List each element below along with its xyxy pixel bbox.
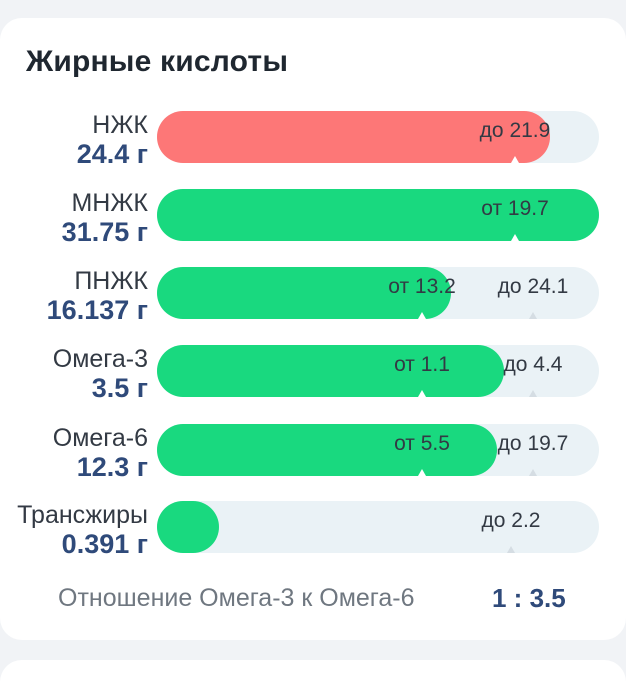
progress-track: от 13.2 до 24.1 xyxy=(157,267,599,319)
range-tick xyxy=(511,156,519,163)
range-marker-label: до 21.9 xyxy=(479,119,551,142)
range-marker-label: до 4.4 xyxy=(503,353,563,376)
section-title: Жирные кислоты xyxy=(26,45,289,78)
fatty-acid-row-mnzhk: МНЖК 31.75 г от 19.7 xyxy=(0,189,626,267)
progress-track: до 21.9 xyxy=(157,111,599,163)
range-marker-label: от 19.7 xyxy=(481,197,549,220)
fatty-acid-row-pnzhk: ПНЖК 16.137 г от 13.2 до 24.1 xyxy=(0,267,626,345)
progress-track: от 1.1 до 4.4 xyxy=(157,345,599,397)
progress-track: от 19.7 xyxy=(157,189,599,241)
range-tick xyxy=(418,312,426,319)
row-label: Омега-6 xyxy=(52,424,148,452)
row-amount: 12.3 г xyxy=(76,452,148,482)
row-amount: 24.4 г xyxy=(76,139,148,169)
row-label: ПНЖК xyxy=(74,267,148,295)
fatty-acid-row-nzhk: НЖК 24.4 г до 21.9 xyxy=(0,111,626,189)
row-amount: 31.75 г xyxy=(61,217,148,247)
range-tick xyxy=(511,234,519,241)
progress-fill xyxy=(157,267,451,319)
range-marker-label: от 13.2 xyxy=(388,275,456,298)
row-label: Трансжиры xyxy=(17,501,148,529)
range-marker-label: до 2.2 xyxy=(481,509,541,532)
progress-fill xyxy=(157,111,550,163)
row-label: МНЖК xyxy=(71,189,148,217)
progress-track: до 2.2 xyxy=(157,501,599,553)
range-tick xyxy=(529,469,537,476)
range-marker-label: от 5.5 xyxy=(394,432,450,455)
ratio-label: Отношение Омега-3 к Омега-6 xyxy=(58,584,415,612)
fatty-acid-row-omega6: Омега-6 12.3 г от 5.5 до 19.7 xyxy=(0,424,626,502)
row-amount: 16.137 г xyxy=(46,295,148,325)
next-card xyxy=(0,660,626,700)
progress-fill xyxy=(157,345,504,397)
range-tick xyxy=(418,390,426,397)
range-tick xyxy=(507,546,515,553)
range-tick xyxy=(529,390,537,397)
range-tick xyxy=(418,469,426,476)
range-tick xyxy=(529,312,537,319)
progress-track: от 5.5 до 19.7 xyxy=(157,424,599,476)
fatty-acid-row-omega3: Омега-3 3.5 г от 1.1 до 4.4 xyxy=(0,345,626,423)
progress-fill xyxy=(157,424,497,476)
row-amount: 0.391 г xyxy=(61,529,148,559)
ratio-value: 1 : 3.5 xyxy=(492,583,566,613)
row-amount: 3.5 г xyxy=(91,373,148,403)
progress-fill xyxy=(157,501,219,553)
fatty-acid-row-trans: Трансжиры 0.391 г до 2.2 xyxy=(0,501,626,579)
range-marker-label: до 24.1 xyxy=(497,275,569,298)
row-label: Омега-3 xyxy=(52,345,148,373)
row-label: НЖК xyxy=(92,111,148,139)
progress-fill xyxy=(157,189,599,241)
range-marker-label: от 1.1 xyxy=(394,353,450,376)
range-marker-label: до 19.7 xyxy=(497,432,569,455)
